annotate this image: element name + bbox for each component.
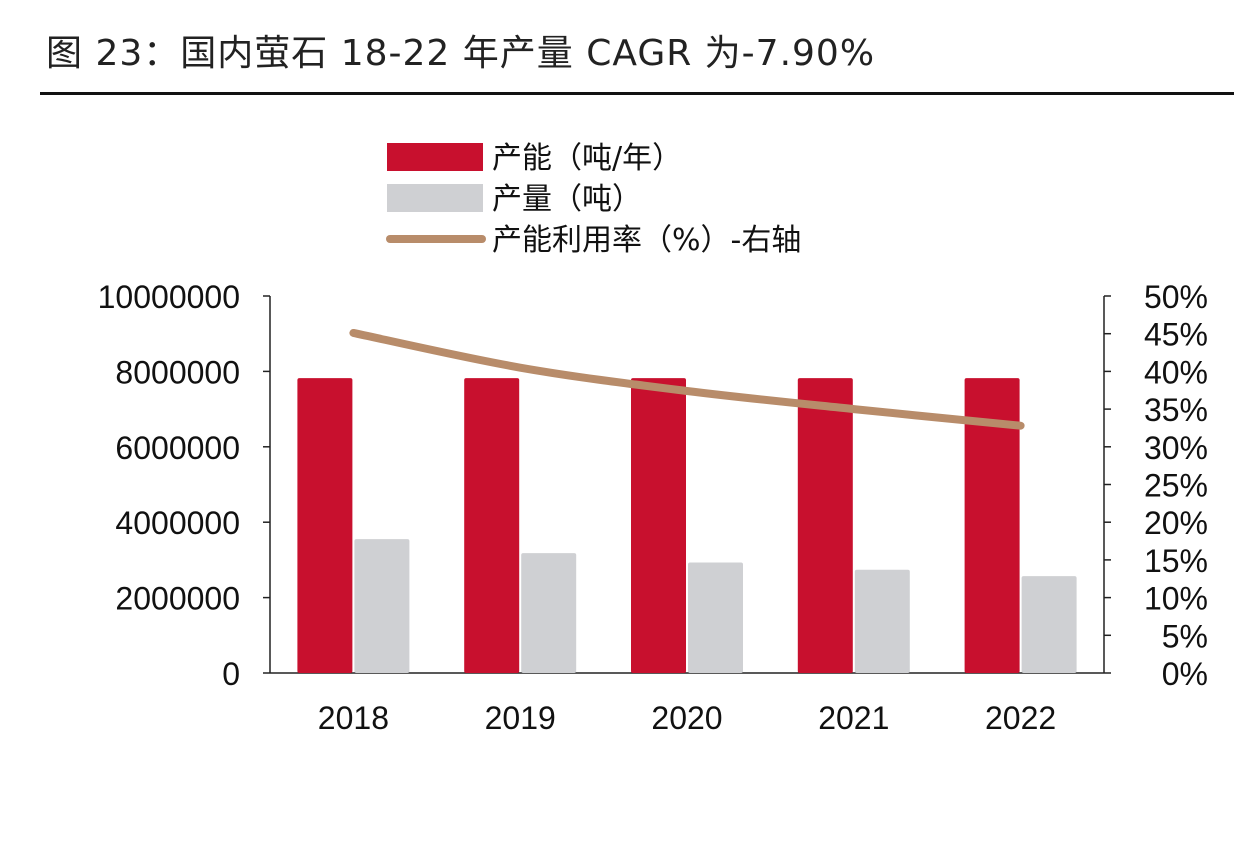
bar-output-2019	[521, 553, 577, 673]
left-tick-label: 0	[222, 656, 240, 692]
bar-output-2018	[354, 539, 410, 673]
legend-swatch-0	[387, 143, 483, 171]
right-tick-label: 35%	[1144, 392, 1208, 428]
bar-output-2022	[1021, 576, 1077, 673]
legend-swatch-1	[387, 184, 483, 212]
bar-output-2020	[688, 562, 743, 673]
chart-title: 图 23：国内萤石 18-22 年产量 CAGR 为-7.90%	[46, 33, 876, 74]
right-tick-label: 40%	[1144, 354, 1208, 390]
right-tick-label: 15%	[1144, 543, 1208, 579]
bar-capacity-2021	[797, 378, 853, 673]
legend-label-2: 产能利用率（%）-右轴	[492, 223, 801, 258]
x-tick-labels: 2018 2019 2020 2021 2022	[318, 700, 1056, 736]
left-tick-label: 8000000	[115, 354, 240, 390]
legend: 产能（吨/年） 产量（吨） 产能利用率（%）-右轴	[386, 141, 801, 258]
title-rule	[40, 92, 1234, 95]
right-tick-label: 30%	[1144, 430, 1208, 466]
right-tick-label: 50%	[1144, 279, 1208, 315]
bar-capacity-2022	[964, 378, 1020, 673]
axes: 02000000400000060000008000000100000000%5…	[98, 279, 1208, 692]
right-tick-label: 10%	[1144, 581, 1208, 617]
bars	[297, 378, 1077, 673]
right-tick-label: 0%	[1162, 656, 1208, 692]
utilization-line	[349, 328, 1025, 430]
left-tick-label: 4000000	[115, 505, 240, 541]
legend-label-1: 产量（吨）	[492, 182, 642, 217]
x-tick-label: 2021	[818, 700, 889, 736]
right-tick-label: 20%	[1144, 505, 1208, 541]
right-tick-label: 45%	[1144, 317, 1208, 353]
x-tick-label: 2020	[651, 700, 722, 736]
legend-label-0: 产能（吨/年）	[492, 141, 682, 176]
bar-capacity-2018	[297, 378, 353, 673]
line-series	[349, 328, 1025, 430]
bar-capacity-2020	[631, 378, 686, 673]
x-tick-label: 2018	[318, 700, 389, 736]
left-tick-label: 10000000	[98, 279, 240, 315]
right-tick-label: 25%	[1144, 468, 1208, 504]
x-tick-label: 2019	[485, 700, 556, 736]
left-tick-label: 6000000	[115, 430, 240, 466]
bar-output-2021	[854, 569, 910, 673]
bar-capacity-2019	[464, 378, 520, 673]
left-tick-label: 2000000	[115, 581, 240, 617]
right-tick-label: 5%	[1162, 618, 1208, 654]
x-tick-label: 2022	[985, 700, 1056, 736]
